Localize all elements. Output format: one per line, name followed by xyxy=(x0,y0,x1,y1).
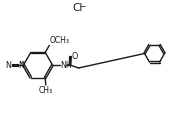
Text: OCH₃: OCH₃ xyxy=(50,36,70,45)
Text: CH₃: CH₃ xyxy=(39,86,53,95)
Text: +: + xyxy=(19,60,24,65)
Text: N: N xyxy=(6,60,12,69)
Text: N: N xyxy=(18,60,24,69)
Text: Cl: Cl xyxy=(72,3,82,13)
Text: NH: NH xyxy=(61,60,72,69)
Text: O: O xyxy=(71,52,78,61)
Text: −: − xyxy=(79,2,86,11)
